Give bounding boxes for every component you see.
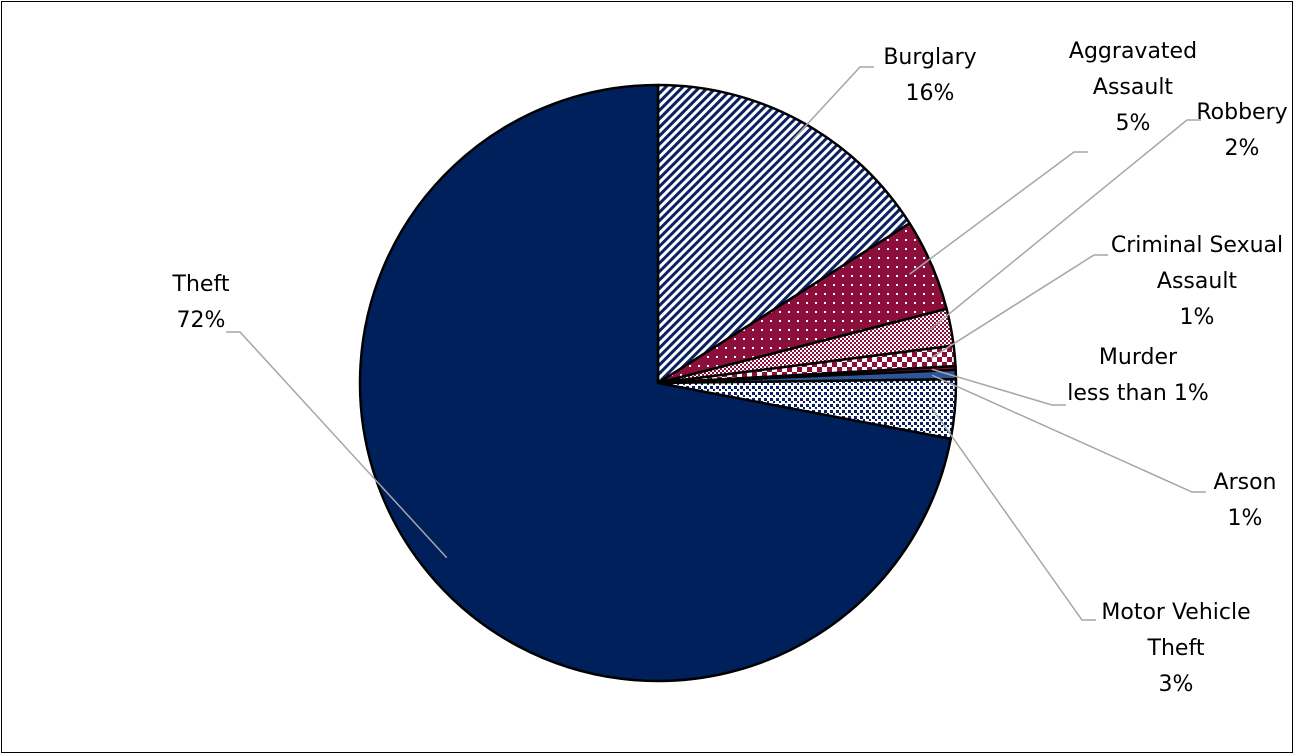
slice-label-line: Murder [1099,345,1178,370]
slice-label-line: 5% [1116,111,1151,136]
pie-slices [358,83,958,683]
slice-label-line: 72% [177,308,226,333]
leader-line-robbery [926,119,1201,333]
pie-slice-burglary [656,83,911,385]
slice-label-burglary: Burglary 16% [883,45,976,106]
slice-label-murder: Murder less than 1% [1067,345,1208,406]
slice-label-theft: Theft 72% [172,272,230,333]
leader-line-arson [931,374,1206,493]
slice-label-line: Arson [1214,470,1277,495]
slice-label-line: 1% [1180,305,1215,330]
slice-label-arson: Arson 1% [1214,470,1277,531]
slice-label-line: 3% [1159,672,1194,697]
slice-label-line: 16% [906,81,955,106]
slice-label-line: Aggravated [1069,39,1197,64]
slice-label-criminal-sexual-assault: Criminal Sexual Assault 1% [1111,233,1283,330]
slice-label-line: Burglary [883,45,976,70]
slice-label-line: Criminal Sexual [1111,233,1283,258]
leader-line-criminal-sexual-assault [930,254,1108,359]
slice-label-line: Theft [1147,636,1205,661]
slice-label-motor-vehicle-theft: Motor Vehicle Theft 3% [1101,600,1250,697]
leader-line-burglary [789,66,874,144]
leader-lines [226,66,1206,621]
leader-line-theft [226,331,448,559]
leader-line-aggravated-assault [909,151,1088,275]
slice-label-line: Theft [172,272,230,297]
pie-slice-theft [358,83,952,683]
slice-label-robbery: Robbery 2% [1196,100,1287,161]
slice-label-line: Assault [1157,269,1238,294]
slice-label-line: Assault [1093,75,1174,100]
slice-label-aggravated-assault: Aggravated Assault 5% [1069,39,1197,136]
slice-label-line: Robbery [1196,100,1287,125]
leader-line-motor-vehicle-theft [930,406,1096,621]
slice-label-line: Motor Vehicle [1101,600,1250,625]
slice-label-line: 1% [1228,506,1263,531]
leader-line-murder [931,368,1066,406]
slice-label-line: 2% [1225,136,1260,161]
slice-label-line: less than 1% [1067,381,1208,406]
slice-labels: Burglary 16% Aggravated Assault 5% Robbery 2% C… [172,39,1288,697]
